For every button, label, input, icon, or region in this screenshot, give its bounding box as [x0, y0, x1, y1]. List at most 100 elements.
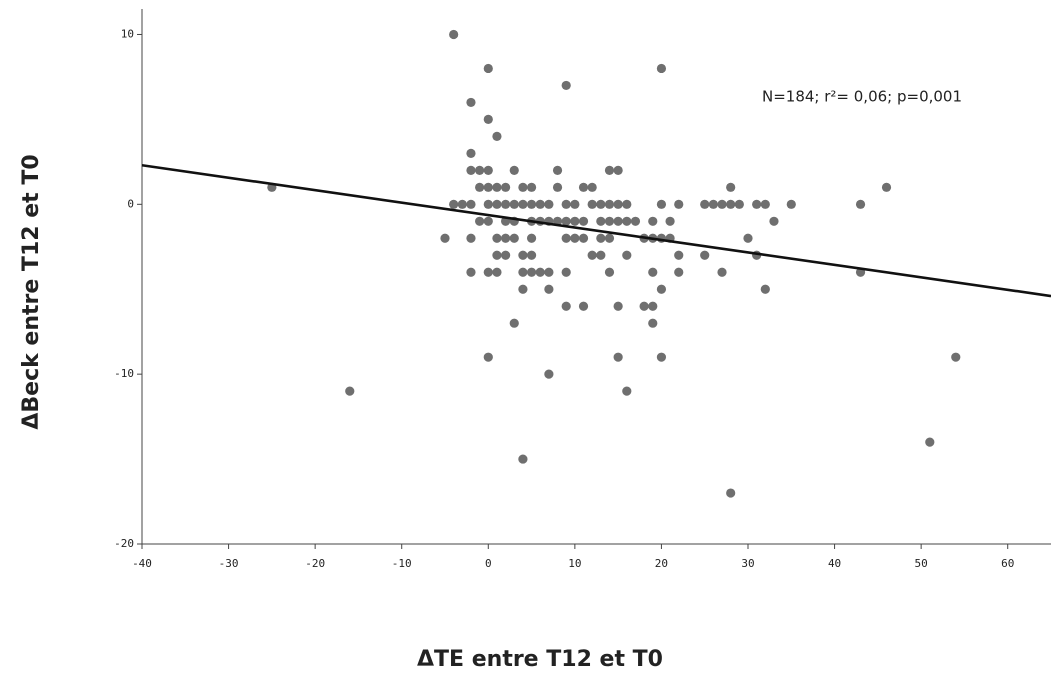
point — [674, 267, 684, 277]
x-tick-label: 40 — [828, 557, 841, 570]
point — [881, 182, 892, 192]
point — [596, 233, 606, 243]
point — [674, 199, 684, 209]
point — [587, 250, 597, 260]
point — [578, 301, 589, 311]
point — [587, 182, 597, 192]
point — [492, 267, 502, 277]
point — [622, 199, 632, 209]
point — [518, 250, 528, 260]
point — [648, 301, 658, 311]
point — [570, 216, 580, 226]
point — [743, 233, 753, 243]
point — [561, 233, 571, 243]
x-tick-label: -20 — [305, 557, 325, 570]
point — [769, 216, 779, 226]
point — [561, 216, 571, 226]
x-tick-label: 0 — [485, 557, 492, 570]
point — [925, 437, 935, 447]
point — [561, 199, 571, 209]
point — [752, 199, 762, 209]
point — [492, 182, 502, 192]
point — [578, 233, 589, 243]
point — [665, 216, 675, 226]
point — [578, 216, 589, 226]
x-tick-label: -10 — [392, 557, 412, 570]
point — [639, 301, 649, 311]
point — [526, 182, 537, 192]
point — [509, 165, 519, 175]
point — [466, 97, 476, 108]
point — [509, 199, 519, 209]
point — [440, 233, 450, 243]
point — [613, 199, 623, 209]
y-tick-label: -20 — [114, 537, 134, 550]
y-tick-label: 10 — [121, 27, 134, 40]
point — [570, 199, 580, 209]
x-axis-title: ΔTE entre T12 et T0 — [417, 647, 663, 672]
point — [587, 199, 597, 209]
point — [483, 199, 493, 209]
point — [604, 199, 615, 209]
point — [726, 199, 736, 209]
point — [544, 284, 554, 294]
point — [622, 216, 632, 226]
point — [466, 267, 476, 277]
point — [475, 182, 485, 192]
point — [475, 216, 485, 226]
y-tick-label: -10 — [114, 367, 134, 380]
point — [483, 352, 493, 362]
point — [613, 165, 623, 175]
point — [717, 199, 727, 209]
point — [466, 233, 476, 243]
point — [535, 199, 545, 209]
point — [656, 352, 667, 362]
point — [656, 63, 667, 74]
x-tick-label: -40 — [132, 557, 152, 570]
point — [449, 29, 459, 40]
point — [475, 165, 485, 175]
point — [466, 148, 476, 158]
point — [544, 199, 554, 209]
point — [855, 199, 866, 209]
point — [604, 233, 615, 243]
point — [466, 199, 476, 209]
point — [526, 267, 537, 277]
y-tick-label: 0 — [127, 197, 134, 210]
point — [492, 131, 502, 141]
point — [483, 216, 493, 226]
point — [535, 267, 545, 277]
point — [622, 250, 632, 260]
point — [760, 199, 770, 209]
y-axis-title: ΔBeck entre T12 et T0 — [19, 154, 44, 429]
point — [501, 182, 511, 192]
point — [518, 199, 528, 209]
point — [501, 250, 511, 260]
point — [613, 352, 623, 362]
point — [726, 488, 736, 498]
point — [526, 199, 537, 209]
point — [561, 301, 571, 311]
point — [648, 318, 658, 328]
annotation: N=184; r²= 0,06; p=0,001 — [762, 88, 962, 106]
point — [561, 267, 571, 277]
point — [492, 250, 502, 260]
point — [700, 250, 710, 260]
point — [518, 267, 528, 277]
point — [457, 199, 467, 209]
point — [596, 216, 606, 226]
point — [483, 114, 493, 124]
point — [552, 165, 563, 175]
point — [613, 216, 623, 226]
point — [951, 352, 961, 362]
point — [518, 182, 528, 192]
point — [734, 199, 744, 209]
point — [656, 284, 667, 294]
point — [345, 386, 355, 396]
point — [509, 233, 519, 243]
x-tick-label: 30 — [741, 557, 754, 570]
point — [708, 199, 718, 209]
point — [518, 454, 528, 464]
